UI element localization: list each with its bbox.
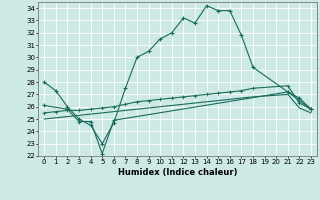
X-axis label: Humidex (Indice chaleur): Humidex (Indice chaleur) xyxy=(118,168,237,177)
